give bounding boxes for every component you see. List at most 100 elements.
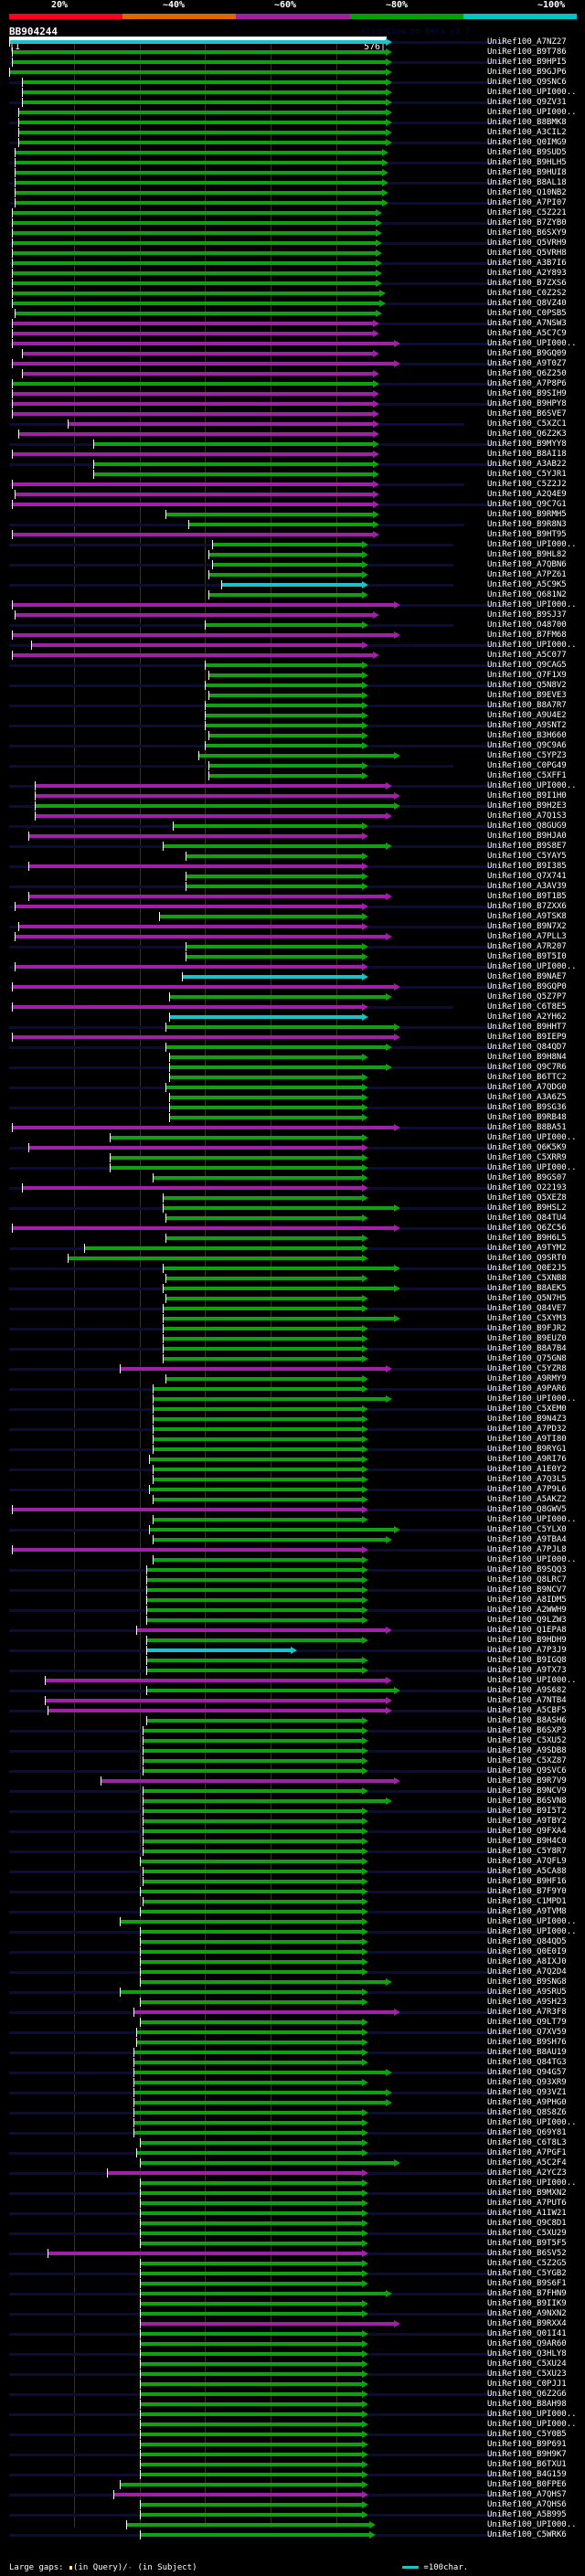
alignment-row[interactable]: UniRef100_C0Z2S2 — [0, 289, 585, 299]
hit-label[interactable]: UniRef100_A9U4E2 — [487, 711, 567, 720]
hit-bar[interactable] — [133, 2081, 363, 2084]
alignment-row[interactable]: UniRef100_A7PD32 — [0, 1425, 585, 1435]
hit-bar[interactable] — [207, 673, 363, 677]
alignment-row[interactable]: UniRef100_B9T1B5 — [0, 892, 585, 902]
hit-bar[interactable] — [139, 2332, 363, 2336]
hit-bar[interactable] — [113, 2493, 363, 2496]
hit-bar[interactable] — [139, 2503, 363, 2507]
hit-bar[interactable] — [139, 2392, 363, 2396]
hit-bar[interactable] — [139, 2342, 363, 2346]
hit-label[interactable]: UniRef100_B9NAE7 — [487, 972, 567, 981]
alignment-row[interactable]: UniRef100_A2YCZ3 — [0, 2168, 585, 2178]
alignment-row[interactable]: UniRef100_A3AB22 — [0, 460, 585, 470]
hit-bar[interactable] — [168, 1106, 363, 1109]
hit-bar[interactable] — [27, 834, 363, 838]
hit-bar[interactable] — [165, 513, 373, 516]
hit-bar[interactable] — [165, 1045, 387, 1049]
hit-bar[interactable] — [27, 895, 387, 898]
alignment-row[interactable]: UniRef100_B7ZXS6 — [0, 279, 585, 289]
alignment-row[interactable]: UniRef100_B9SJ37 — [0, 610, 585, 620]
hit-bar[interactable] — [139, 1950, 363, 1954]
hit-label[interactable]: UniRef100_B3H660 — [487, 731, 567, 740]
alignment-row[interactable]: UniRef100_UPI000.. — [0, 2118, 585, 2128]
alignment-row[interactable]: UniRef100_Q6ZC56 — [0, 1224, 585, 1234]
hit-bar[interactable] — [143, 1759, 363, 1763]
hit-label[interactable]: UniRef100_B9SUD5 — [487, 148, 567, 157]
hit-bar[interactable] — [162, 1287, 394, 1290]
hit-label[interactable]: UniRef100_B9RYG1 — [487, 1445, 567, 1454]
hit-label[interactable]: UniRef100_A7QDG0 — [487, 1083, 567, 1092]
alignment-row[interactable]: UniRef100_C5YZR8 — [0, 1364, 585, 1374]
hit-bar[interactable] — [44, 1679, 387, 1682]
hit-label[interactable]: UniRef100_UPI000.. — [487, 540, 577, 549]
alignment-row[interactable]: UniRef100_B9S8E7 — [0, 842, 585, 852]
alignment-row[interactable]: UniRef100_A3CIL2 — [0, 128, 585, 138]
hit-bar[interactable] — [106, 2171, 363, 2175]
alignment-row[interactable]: UniRef100_A1E0Y2 — [0, 1465, 585, 1475]
hit-label[interactable]: UniRef100_Q94G57 — [487, 2068, 567, 2077]
alignment-row[interactable]: UniRef100_UPI000.. — [0, 600, 585, 610]
alignment-row[interactable]: UniRef100_B6SVE7 — [0, 409, 585, 419]
hit-label[interactable]: UniRef100_Q5VRH9 — [487, 239, 567, 248]
hit-label[interactable]: UniRef100_B9N7X2 — [487, 922, 567, 931]
hit-bar[interactable] — [207, 774, 363, 778]
hit-bar[interactable] — [18, 131, 387, 134]
hit-label[interactable]: UniRef100_B7ZYB0 — [487, 218, 567, 228]
hit-bar[interactable] — [153, 1538, 387, 1542]
hit-bar[interactable] — [143, 1739, 363, 1743]
alignment-row[interactable]: UniRef100_B9H4C0 — [0, 1837, 585, 1847]
alignment-row[interactable]: UniRef100_B9HHT7 — [0, 1023, 585, 1033]
hit-bar[interactable] — [165, 1086, 363, 1089]
hit-label[interactable]: UniRef100_A7QBN6 — [487, 560, 567, 569]
hit-label[interactable]: UniRef100_B9RMH5 — [487, 510, 567, 519]
alignment-row[interactable]: UniRef100_A7Q2D4 — [0, 1967, 585, 1977]
hit-bar[interactable] — [143, 1829, 363, 1833]
alignment-row[interactable]: UniRef100_A7Q3L5 — [0, 1475, 585, 1485]
alignment-row[interactable]: UniRef100_B8BMK8 — [0, 118, 585, 128]
alignment-row[interactable]: UniRef100_B7ZYB0 — [0, 218, 585, 228]
hit-bar[interactable] — [139, 2141, 363, 2145]
hit-bar[interactable] — [21, 80, 387, 84]
hit-label[interactable]: UniRef100_C5Z221 — [487, 208, 567, 217]
hit-label[interactable]: UniRef100_UPI000.. — [487, 1515, 577, 1524]
hit-bar[interactable] — [162, 1196, 363, 1200]
hit-label[interactable]: UniRef100_A7P8P6 — [487, 379, 567, 388]
alignment-row[interactable]: UniRef100_UPI000.. — [0, 2520, 585, 2530]
alignment-row[interactable]: UniRef100_B9HDH9 — [0, 1636, 585, 1646]
hit-label[interactable]: UniRef100_A3B7I6 — [487, 259, 567, 268]
hit-label[interactable]: UniRef100_Q9AR60 — [487, 2339, 567, 2348]
hit-bar[interactable] — [9, 70, 387, 74]
alignment-row[interactable]: UniRef100_Q6Z2K3 — [0, 429, 585, 440]
hit-label[interactable]: UniRef100_UPI000.. — [487, 2178, 577, 2188]
hit-bar[interactable] — [21, 1186, 363, 1190]
alignment-row[interactable]: UniRef100_A7QHS6 — [0, 2500, 585, 2510]
hit-label[interactable]: UniRef100_B9H8N4 — [487, 1053, 567, 1062]
alignment-row[interactable]: UniRef100_C5XU29 — [0, 2229, 585, 2239]
hit-label[interactable]: UniRef100_A8IDM5 — [487, 1595, 567, 1605]
hit-bar[interactable] — [139, 2161, 394, 2165]
hit-bar[interactable] — [11, 211, 376, 215]
hit-bar[interactable] — [11, 1126, 394, 1129]
hit-label[interactable]: UniRef100_A7P3J9 — [487, 1646, 567, 1655]
hit-label[interactable]: UniRef100_B6TTC2 — [487, 1073, 567, 1082]
hit-bar[interactable] — [139, 2191, 363, 2195]
hit-label[interactable]: UniRef100_B9IGQ8 — [487, 1656, 567, 1665]
hit-bar[interactable] — [133, 2121, 363, 2125]
alignment-row[interactable]: UniRef100_Q681N2 — [0, 590, 585, 600]
hit-bar[interactable] — [18, 121, 387, 124]
hit-label[interactable]: UniRef100_B9GS07 — [487, 1173, 567, 1182]
hit-bar[interactable] — [15, 935, 387, 938]
alignment-row[interactable]: UniRef100_A9SRU5 — [0, 1988, 585, 1998]
hit-bar[interactable] — [44, 1699, 387, 1702]
alignment-row[interactable]: UniRef100_A2WWH9 — [0, 1606, 585, 1616]
alignment-row[interactable]: UniRef100_B9T5I0 — [0, 952, 585, 962]
alignment-row[interactable]: UniRef100_C5Z221 — [0, 208, 585, 218]
alignment-row[interactable]: UniRef100_Q7F1X9 — [0, 671, 585, 681]
alignment-row[interactable]: UniRef100_A5CA88 — [0, 1867, 585, 1877]
hit-bar[interactable] — [153, 1397, 387, 1401]
alignment-row[interactable]: UniRef100_C5YGB2 — [0, 2269, 585, 2279]
hit-bar[interactable] — [136, 2041, 363, 2044]
hit-bar[interactable] — [207, 553, 363, 557]
hit-bar[interactable] — [185, 885, 363, 888]
alignment-row[interactable]: UniRef100_B9H6L5 — [0, 1234, 585, 1244]
